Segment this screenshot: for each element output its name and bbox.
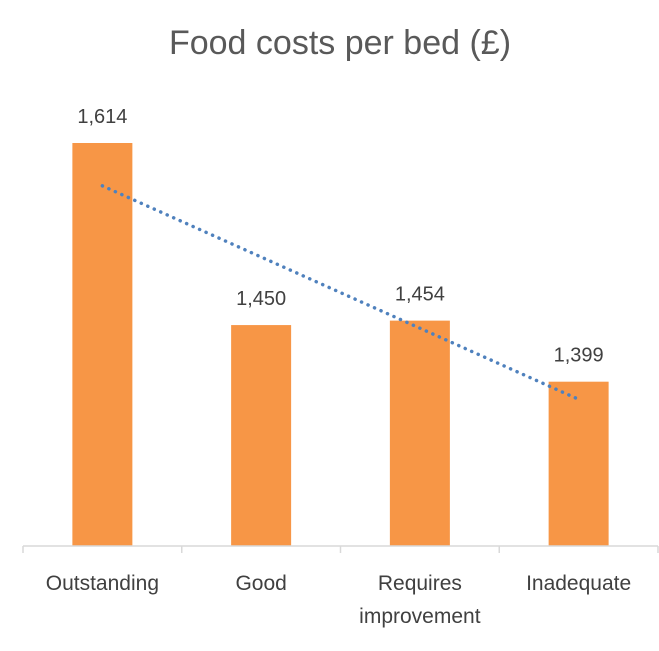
bar	[72, 143, 133, 546]
category-label: Outstanding	[46, 572, 159, 595]
bar	[389, 320, 450, 546]
data-label: 1,454	[395, 284, 445, 306]
category-label: Requires	[378, 572, 462, 595]
category-label: Inadequate	[526, 572, 631, 595]
bar	[231, 325, 292, 546]
trendline	[100, 184, 581, 402]
category-label: Good	[235, 572, 286, 595]
data-label: 1,399	[554, 345, 604, 367]
category-label: improvement	[359, 605, 481, 628]
data-label: 1,614	[77, 106, 127, 128]
chart-title: Food costs per bed (£)	[169, 24, 511, 62]
data-label: 1,450	[236, 288, 286, 310]
bar	[548, 381, 609, 546]
